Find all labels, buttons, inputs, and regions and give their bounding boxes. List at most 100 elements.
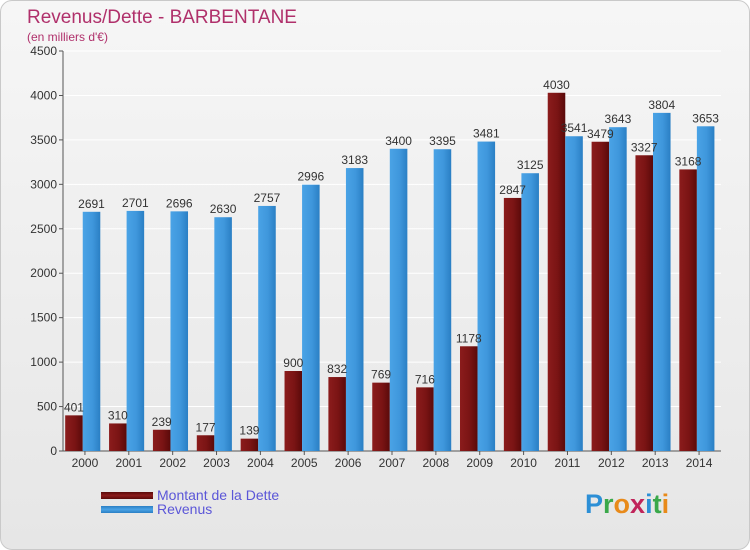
legend-item-debt: Montant de la Dette [101,487,280,503]
y-tick-label: 4500 [30,44,57,58]
data-label-debt: 310 [108,408,128,422]
bar-revenue [126,210,145,451]
x-tick-label: 2011 [555,456,581,470]
x-tick-label: 2009 [466,456,493,470]
data-label-debt: 3168 [675,154,702,168]
bar-revenue [389,148,408,451]
legend-item-revenue: Revenus [101,501,213,517]
bar-revenue [302,184,320,451]
logo-letter: i [645,489,653,519]
bar-revenue [214,217,232,451]
logo-letter: r [603,489,614,519]
legend-label-debt: Montant de la Dette [157,487,280,503]
bar-debt [152,429,171,451]
legend-label-revenue: Revenus [157,501,213,517]
y-tick-label: 1000 [30,355,57,369]
data-label-revenue: 3653 [692,111,719,125]
bar-debt [459,346,478,451]
logo-letter: P [585,489,604,519]
data-label-revenue: 2701 [122,196,149,210]
data-label-revenue: 3541 [561,121,588,135]
x-tick-label: 2003 [203,456,230,470]
x-tick-label: 2007 [379,456,406,470]
logo-letter: o [613,489,631,519]
x-tick-label: 2008 [423,456,450,470]
bar-revenue [653,112,671,451]
data-label-debt: 1178 [456,331,482,345]
data-label-revenue: 3481 [473,127,500,141]
bar-revenue [82,211,101,451]
x-tick-label: 2013 [642,456,669,470]
bar-revenue [258,205,276,451]
bar-debt [547,92,566,452]
bar-debt [284,371,303,451]
bar-revenue [170,211,189,451]
data-label-revenue: 2696 [166,196,193,210]
y-tick-label: 500 [37,400,57,414]
bar-debt [416,387,434,451]
bar-debt [372,382,390,451]
x-tick-label: 2004 [247,456,274,470]
y-tick-label: 0 [50,444,57,458]
data-label-debt: 900 [283,356,303,370]
bar-debt [109,423,127,451]
bar-revenue [345,168,364,452]
x-tick-label: 2012 [598,456,625,470]
y-tick-label: 1500 [30,311,57,325]
legend-swatch-revenue [101,505,153,513]
bar-revenue [565,136,583,451]
x-tick-label: 2000 [72,456,99,470]
data-label-debt: 177 [196,420,216,434]
bar-debt [240,438,259,451]
data-label-debt: 832 [327,362,347,376]
bar-revenue [521,173,539,451]
data-label-debt: 139 [239,424,259,438]
data-label-debt: 769 [371,368,391,382]
y-tick-label: 4000 [30,88,57,102]
x-tick-label: 2014 [686,456,713,470]
chart-title: Revenus/Dette - BARBENTANE [27,7,297,28]
y-tick-label: 2000 [30,266,57,280]
chart-subtitle: (en milliers d'€) [27,30,108,44]
bar-revenue [609,127,627,451]
bar-revenue [433,149,452,451]
x-tick-label: 2010 [510,456,537,470]
x-tick-label: 2005 [291,456,318,470]
y-tick-label: 3500 [30,133,57,147]
bar-debt [503,197,522,451]
bar-debt [196,435,215,451]
data-label-debt: 3327 [631,140,658,154]
y-tick-label: 2500 [30,222,57,236]
proxiti-logo: Proxiti [585,489,669,520]
bar-debt [679,169,697,451]
logo-letter: i [661,489,670,519]
x-tick-label: 2002 [159,456,186,470]
data-label-debt: 716 [415,372,435,386]
data-label-revenue: 3125 [517,158,544,172]
x-tick-label: 2006 [335,456,362,470]
data-label-debt: 401 [64,400,84,414]
bar-debt [65,415,83,451]
y-tick-label: 3000 [30,177,57,191]
data-label-revenue: 2691 [78,197,105,211]
data-label-revenue: 3643 [605,112,632,126]
logo-letter: t [652,489,662,519]
logo-letter: x [630,489,646,519]
data-label-debt: 4030 [543,78,570,92]
bar-revenue [696,126,715,452]
bar-revenue [477,141,496,452]
data-label-revenue: 2757 [254,191,281,205]
data-label-debt: 239 [152,415,172,429]
legend-swatch-debt [101,491,153,499]
data-label-revenue: 3183 [341,153,368,167]
data-label-debt: 2847 [499,183,526,197]
data-label-revenue: 3400 [385,134,412,148]
bar-debt [328,377,346,451]
data-label-revenue: 3804 [648,98,675,112]
data-label-revenue: 2996 [297,170,324,184]
x-tick-label: 2001 [115,456,142,470]
data-label-debt: 3479 [587,127,614,141]
data-label-revenue: 3395 [429,134,456,148]
